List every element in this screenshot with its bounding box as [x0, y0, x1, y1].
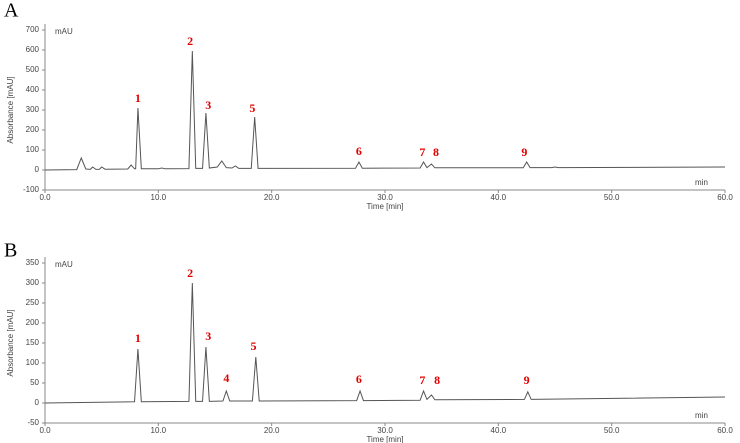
peak-label: 2	[187, 266, 193, 280]
peak-label: 1	[135, 331, 141, 345]
y-tick-label: 250	[26, 298, 40, 307]
y-tick-label: 300	[26, 278, 40, 287]
x-tick-label: 0.0	[39, 193, 51, 202]
x-tick-label: 50.0	[604, 193, 620, 202]
x-tick-label: 10.0	[151, 193, 167, 202]
x-tick-label: 30.0	[377, 193, 393, 202]
y-tick-label: 0	[35, 165, 40, 174]
y-tick-label: 200	[26, 125, 40, 134]
peak-label: 6	[356, 372, 362, 386]
peak-label: 2	[187, 34, 193, 48]
peak-label: 9	[521, 145, 527, 159]
y-tick-label: 50	[30, 378, 39, 387]
x-tick-label: 0.0	[39, 426, 51, 435]
peak-label: 3	[205, 98, 211, 112]
trace	[44, 282, 726, 404]
x-tick-label: 60.0	[717, 426, 733, 435]
x-tick-label: 30.0	[377, 426, 393, 435]
peak-label: 6	[356, 144, 362, 158]
peak-label: 1	[135, 91, 141, 105]
peak-label: 5	[251, 339, 257, 353]
y-tick-label: 200	[26, 318, 40, 327]
y-axis-title: Absorbance [mAU]	[6, 309, 15, 376]
peak-label: 5	[249, 101, 255, 115]
y-tick-label: 150	[26, 338, 40, 347]
x-tick-label: 50.0	[604, 426, 620, 435]
y-tick-label: 0	[35, 398, 40, 407]
trace	[44, 50, 726, 171]
y-tick-label: 600	[26, 45, 40, 54]
x-tick-label: 40.0	[491, 426, 507, 435]
peak-label: 7	[419, 373, 425, 387]
peak-label: 4	[223, 371, 229, 385]
y-tick-label: -50	[27, 418, 39, 427]
x-axis-title: Time [min]	[366, 435, 403, 443]
y-axis-title: Absorbance [mAU]	[6, 76, 15, 143]
y-tick-label: 400	[26, 85, 40, 94]
x-tick-label: 20.0	[264, 193, 280, 202]
x-axis-title: Time [min]	[366, 202, 403, 211]
y-tick-label: 300	[26, 105, 40, 114]
y-unit: mAU	[55, 260, 73, 269]
panel-label: A	[4, 0, 19, 22]
x-tick-label: 10.0	[151, 426, 167, 435]
y-tick-label: 700	[26, 25, 40, 34]
y-tick-label: 500	[26, 65, 40, 74]
x-tick-label: 40.0	[491, 193, 507, 202]
peak-label: 8	[434, 373, 440, 387]
x-unit: min	[695, 178, 708, 187]
y-tick-label: 100	[26, 145, 40, 154]
y-tick-label: 100	[26, 358, 40, 367]
x-unit: min	[695, 411, 708, 420]
x-tick-label: 20.0	[264, 426, 280, 435]
x-tick-label: 60.0	[717, 193, 733, 202]
peak-label: 8	[433, 145, 439, 159]
y-tick-label: 350	[26, 258, 40, 267]
y-unit: mAU	[55, 27, 73, 36]
peak-label: 3	[205, 329, 211, 343]
y-tick-label: -100	[23, 185, 40, 194]
peak-label: 7	[419, 145, 425, 159]
panel-label: B	[4, 240, 17, 262]
peak-label: 9	[524, 373, 530, 387]
